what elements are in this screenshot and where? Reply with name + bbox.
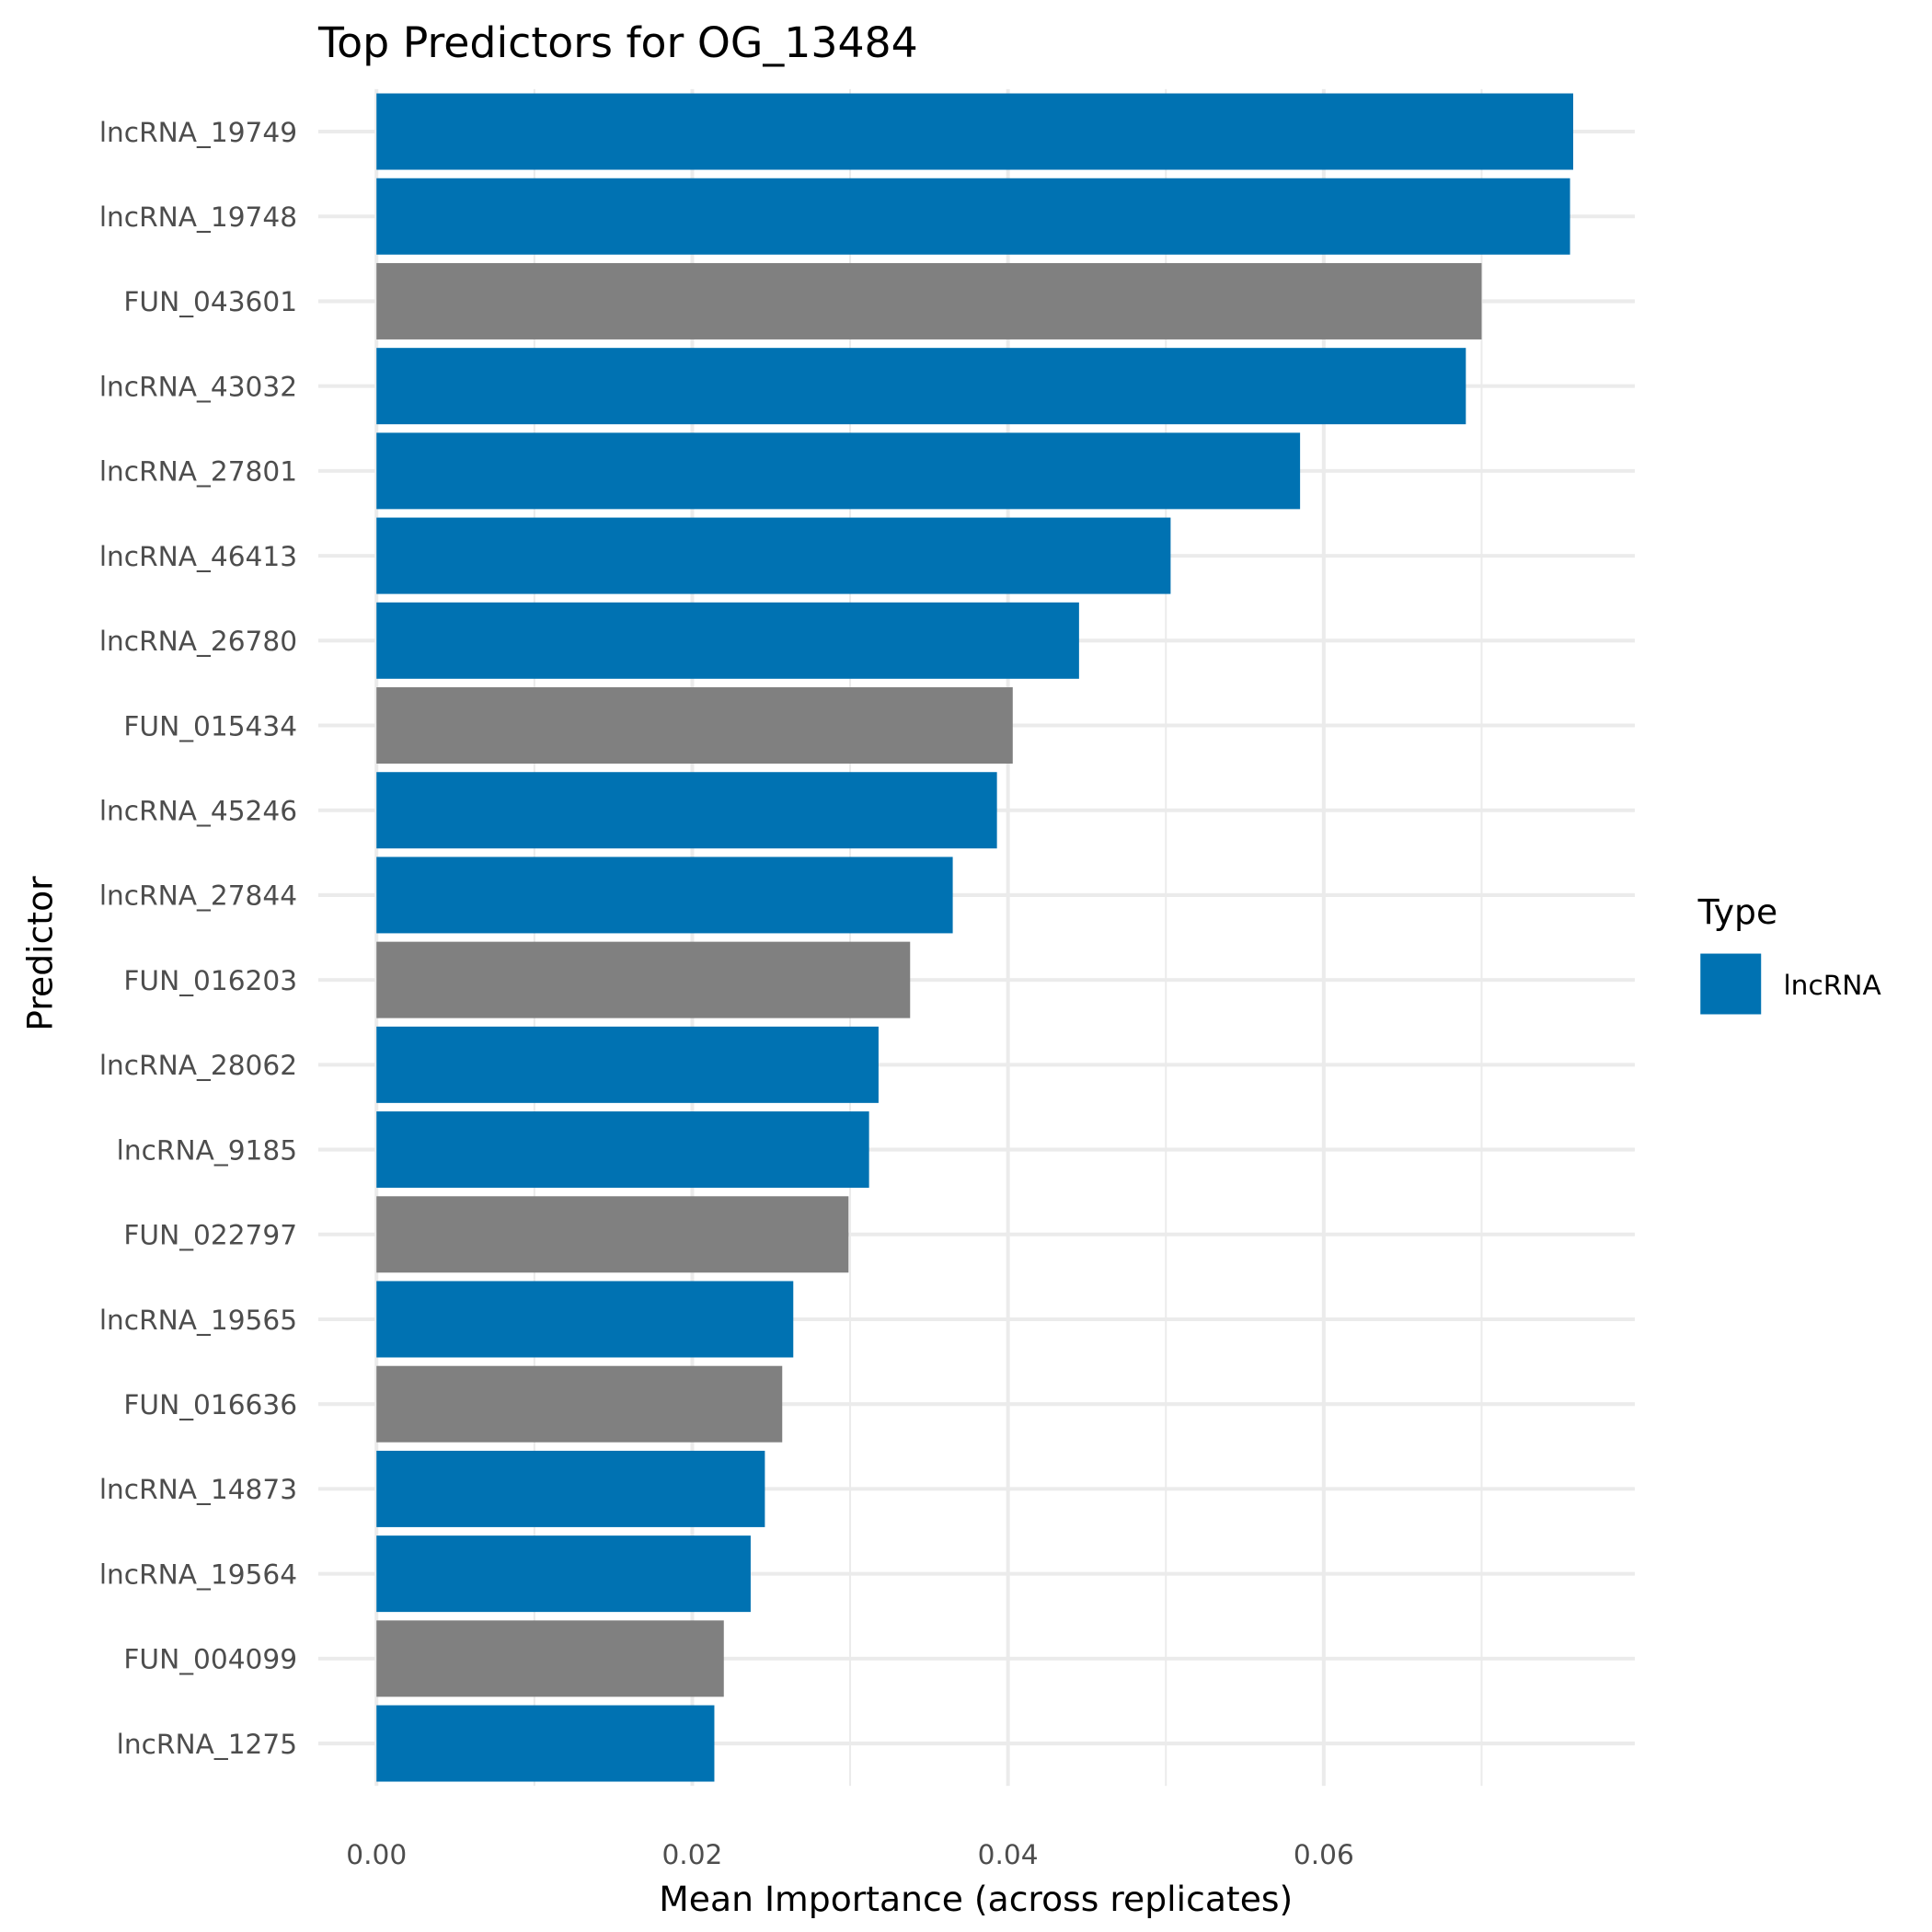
y-tick-label: FUN_016636 — [123, 1389, 297, 1420]
y-tick-label: lncRNA_26780 — [99, 626, 297, 657]
y-tick-label: lncRNA_19749 — [99, 117, 297, 148]
y-tick-label: FUN_043601 — [123, 286, 297, 317]
bar-lncrna_45246 — [376, 772, 997, 849]
y-tick-label: lncRNA_27801 — [99, 456, 297, 488]
bar-lncrna_46413 — [376, 517, 1171, 594]
legend-label-lncrna: lncRNA — [1783, 970, 1881, 1001]
y-tick-label: lncRNA_45246 — [99, 795, 297, 826]
y-tick-label: lncRNA_1275 — [117, 1729, 297, 1760]
grid — [317, 88, 1635, 1787]
y-tick-label: lncRNA_19564 — [99, 1558, 297, 1590]
y-tick-label: lncRNA_43032 — [99, 371, 297, 402]
bar-lncrna_43032 — [376, 348, 1466, 425]
bar-fun_016636 — [376, 1365, 783, 1443]
x-tick-label: 0.02 — [661, 1839, 722, 1870]
bar-fun_022797 — [376, 1196, 849, 1273]
bar-lncrna_9185 — [376, 1111, 869, 1189]
bar-lncrna_19565 — [376, 1281, 794, 1358]
y-tick-label: lncRNA_46413 — [99, 541, 297, 572]
legend: Type lncRNA — [1697, 891, 1881, 1015]
bar-lncrna_19749 — [376, 93, 1573, 170]
bar-fun_015434 — [376, 687, 1013, 765]
bars — [376, 93, 1573, 1782]
y-tick-label: lncRNA_14873 — [99, 1474, 297, 1505]
bar-lncrna_19564 — [376, 1535, 751, 1613]
y-tick-label: FUN_004099 — [123, 1644, 297, 1675]
x-tick-label: 0.00 — [346, 1839, 407, 1870]
legend-title: Type — [1697, 891, 1778, 932]
y-tick-label: lncRNA_9185 — [117, 1134, 297, 1166]
y-tick-label: FUN_015434 — [123, 710, 297, 742]
bar-fun_004099 — [376, 1620, 724, 1697]
bar-lncrna_14873 — [376, 1450, 765, 1527]
bar-lncrna_27801 — [376, 432, 1301, 510]
bar-lncrna_1275 — [376, 1705, 715, 1782]
bar-fun_043601 — [376, 262, 1482, 339]
x-tick-labels: 0.00 0.02 0.04 0.06 — [346, 1839, 1354, 1870]
y-tick-label: FUN_022797 — [123, 1220, 297, 1251]
bar-lncrna_27844 — [376, 857, 953, 934]
x-tick-label: 0.06 — [1294, 1839, 1354, 1870]
y-tick-label: FUN_016203 — [123, 965, 297, 996]
y-tick-label: lncRNA_28062 — [99, 1050, 297, 1081]
y-axis-title: Predictor — [20, 876, 61, 1031]
y-tick-label: lncRNA_27844 — [99, 880, 297, 912]
chart-title: Top Predictors for OG_13484 — [317, 18, 918, 67]
bar-lncrna_28062 — [376, 1026, 879, 1103]
bar-lncrna_26780 — [376, 602, 1079, 679]
y-tick-labels: lncRNA_19749 lncRNA_19748 FUN_043601 lncRNA… — [99, 117, 297, 1760]
legend-swatch-lncrna — [1700, 953, 1762, 1015]
bar-fun_016203 — [376, 941, 911, 1018]
x-tick-label: 0.04 — [978, 1839, 1039, 1870]
bar-lncrna_19748 — [376, 178, 1570, 255]
y-tick-label: lncRNA_19748 — [99, 201, 297, 233]
x-axis-title: Mean Importance (across replicates) — [659, 1879, 1293, 1919]
y-tick-label: lncRNA_19565 — [99, 1305, 297, 1336]
